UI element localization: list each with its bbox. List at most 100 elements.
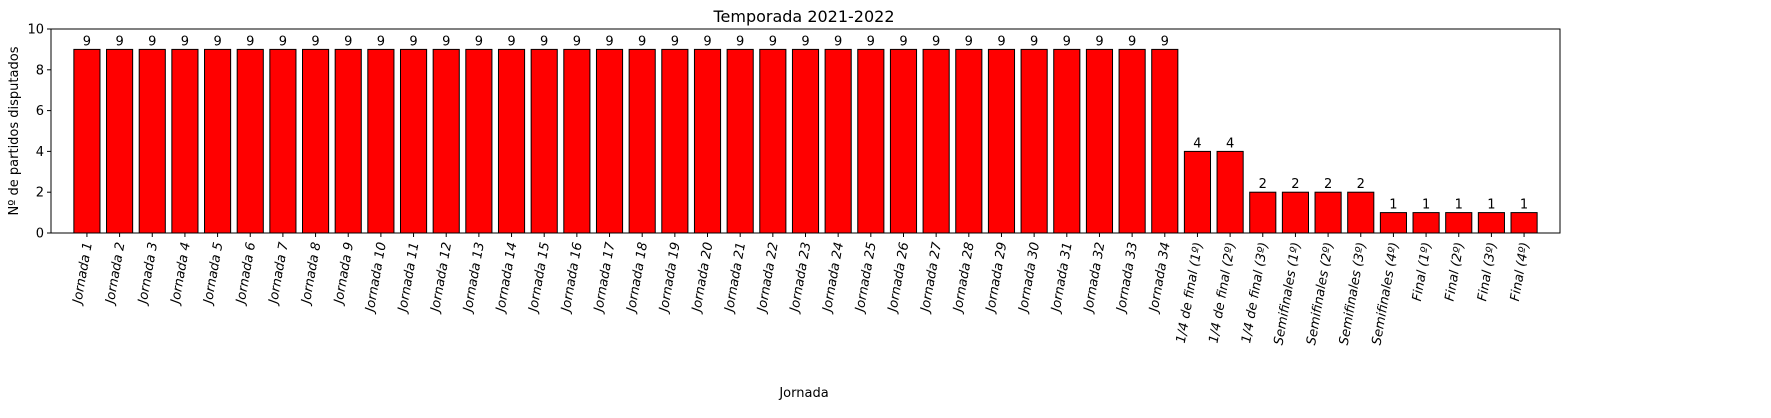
bar — [1510, 212, 1538, 234]
bar-value-label: 2 — [1357, 177, 1365, 192]
bar-value-label: 9 — [409, 34, 417, 49]
bar — [1183, 150, 1212, 234]
x-tick-label: Jornada 3 — [135, 241, 161, 308]
bar — [1314, 191, 1342, 234]
bar-value-label: 1 — [1422, 198, 1430, 213]
bar — [955, 48, 983, 234]
bar-value-label: 4 — [1193, 136, 1201, 151]
bar — [302, 48, 330, 234]
x-tick-label: Jornada 28 — [950, 241, 977, 316]
bar — [693, 48, 722, 234]
bar — [595, 48, 624, 234]
bar — [726, 48, 754, 234]
bar — [1249, 191, 1277, 234]
y-axis-label: Nº de partidos disputados — [7, 46, 22, 215]
x-tick-label: Jornada 27 — [918, 240, 946, 315]
bar-value-label: 9 — [834, 34, 842, 49]
bar — [1477, 212, 1505, 234]
bar — [1216, 150, 1244, 234]
x-tick-label: Final (3º) — [1475, 241, 1500, 302]
x-tick-label: Jornada 32 — [1081, 241, 1108, 316]
bar — [922, 48, 950, 234]
x-tick-label: Jornada 34 — [1146, 241, 1173, 316]
bar-value-label: 9 — [932, 34, 940, 49]
plot-frame — [50, 28, 1561, 234]
y-tick-label: 6 — [36, 104, 44, 119]
chart-title: Temporada 2021-2022 — [712, 7, 894, 26]
x-tick-label: Jornada 7 — [266, 240, 292, 307]
bar-value-label: 9 — [1095, 34, 1103, 49]
x-tick-label: Jornada 17 — [591, 240, 619, 315]
bar — [497, 48, 526, 234]
x-tick-label: 1/4 de final (3º) — [1239, 241, 1272, 344]
x-tick-label: Jornada 18 — [624, 241, 651, 316]
x-tick-label: Jornada 24 — [820, 241, 847, 316]
bar — [171, 48, 199, 234]
bar-value-label: 9 — [311, 34, 319, 49]
bar-value-label: 9 — [769, 34, 777, 49]
x-tick-label: Semifinales (2º) — [1304, 241, 1337, 346]
bar-value-label: 9 — [801, 34, 809, 49]
bar — [73, 48, 101, 234]
bar-value-label: 9 — [1161, 34, 1169, 49]
x-tick-label: Jornada 22 — [754, 241, 781, 316]
y-tick-label: 0 — [36, 227, 44, 242]
x-tick-label: Jornada 6 — [233, 241, 259, 308]
y-tick-label: 2 — [36, 186, 44, 201]
y-tick-label: 10 — [27, 23, 44, 38]
bars-layer: 9 9 9 9 9 9 9 9 9 9 9 9 9 9 9 9 9 9 9 9 9 9 9 9 9 9 9 9 9 9 9 9 9 9 4 4 2 2 2 2… — [73, 34, 1538, 234]
bar-value-label: 9 — [1063, 34, 1071, 49]
bar-value-label: 9 — [475, 34, 483, 49]
bar — [661, 48, 689, 234]
bar — [530, 48, 558, 234]
x-tick-label: 1/4 de final (1º) — [1174, 241, 1207, 344]
x-tick-label: Jornada 5 — [200, 241, 226, 308]
bar — [857, 48, 885, 234]
bar-value-label: 9 — [115, 34, 123, 49]
x-tick-label: Jornada 23 — [787, 241, 814, 316]
bar — [367, 48, 395, 234]
bar-value-label: 9 — [965, 34, 973, 49]
x-tick-label: Jornada 9 — [331, 241, 357, 308]
bar — [1085, 48, 1114, 234]
bar-value-label: 9 — [1030, 34, 1038, 49]
bar — [204, 48, 232, 234]
bar-value-label: 9 — [148, 34, 156, 49]
bar-value-label: 2 — [1291, 177, 1299, 192]
bar-value-label: 9 — [671, 34, 679, 49]
x-axis-label: Jornada — [778, 386, 828, 401]
bar-value-label: 9 — [703, 34, 711, 49]
bar-value-label: 9 — [638, 34, 646, 49]
bar — [1281, 191, 1309, 234]
bar-value-label: 9 — [279, 34, 287, 49]
y-tick-label: 8 — [36, 63, 44, 78]
x-tick-label: Jornada 4 — [168, 241, 194, 308]
x-tick-label: Jornada 12 — [428, 241, 455, 316]
x-tick-label: Semifinales (3º) — [1337, 241, 1370, 346]
bar — [628, 48, 656, 234]
x-tick-label: Final (2º) — [1443, 241, 1468, 302]
x-tick-label: Jornada 14 — [493, 241, 520, 316]
x-tick-label: Jornada 1 — [70, 241, 96, 308]
x-tick-label: Jornada 21 — [722, 241, 749, 316]
bar-value-label: 4 — [1226, 136, 1234, 151]
bar — [759, 48, 787, 234]
bar-value-label: 9 — [605, 34, 613, 49]
bar-value-label: 9 — [442, 34, 450, 49]
bar — [824, 48, 852, 234]
bar-value-label: 9 — [507, 34, 515, 49]
bar — [138, 48, 166, 234]
bar-value-label: 9 — [246, 34, 254, 49]
x-tick-label: Final (4º) — [1508, 241, 1533, 302]
bar — [889, 48, 918, 234]
bar — [465, 48, 493, 234]
bar — [334, 48, 362, 234]
bar-value-label: 9 — [573, 34, 581, 49]
bar-value-label: 9 — [540, 34, 548, 49]
bar — [1020, 48, 1048, 234]
x-tick-label: 1/4 de final (2º) — [1207, 241, 1240, 344]
bar — [987, 48, 1016, 234]
y-tick-label: 4 — [36, 145, 44, 160]
bar-value-label: 9 — [899, 34, 907, 49]
x-tick-label: Semifinales (1º) — [1272, 241, 1305, 346]
